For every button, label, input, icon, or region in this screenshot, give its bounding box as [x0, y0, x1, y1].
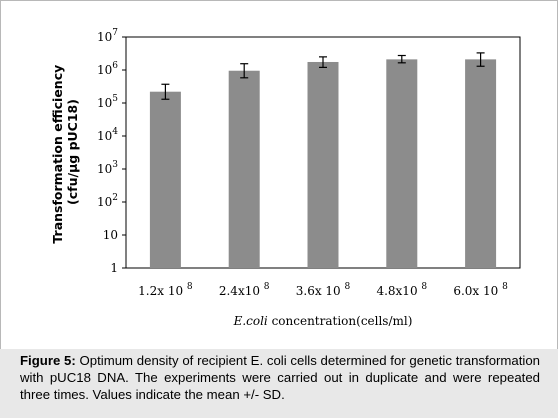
y-tick-label-exponent: 5: [112, 94, 118, 104]
y-tick-label: 104: [97, 127, 118, 143]
x-axis-label-italic: E.coli: [233, 314, 268, 328]
bars-group: [149, 59, 497, 269]
x-axis: 1.2x 10 8 2.4x10 8 3.6x 10 8 4.8x10 8 6.0x 1…: [138, 282, 508, 298]
bar: [307, 61, 339, 269]
error-bar: [397, 54, 406, 64]
y-tick-label: 102: [97, 193, 118, 209]
y-tick-label: 106: [97, 61, 118, 77]
error-bar: [476, 52, 485, 67]
error-bar: [319, 56, 327, 68]
x-tick-label-base: 1.2x 10: [138, 284, 187, 298]
x-tick-label-exponent: 8: [421, 282, 427, 292]
x-axis-label: E.coli concentration(cells/ml): [233, 314, 413, 328]
x-tick-label: 4.8x10 8: [376, 282, 427, 298]
x-tick-label-base: 6.0x 10: [453, 284, 502, 298]
error-bar: [240, 63, 249, 79]
bar: [465, 59, 497, 269]
y-tick-label-base: 10: [97, 96, 112, 110]
figure-caption: Figure 5: Optimum density of recipient E…: [0, 349, 558, 418]
y-tick-label-base: 1: [110, 261, 118, 275]
bar: [228, 70, 260, 268]
y-tick-label: 105: [97, 94, 118, 110]
bar: [149, 91, 181, 269]
x-tick-label: 3.6x 10 8: [296, 282, 351, 298]
bar: [386, 59, 418, 269]
x-tick-label: 1.2x 10 8: [138, 282, 193, 298]
x-tick-label-exponent: 8: [187, 282, 193, 292]
error-bars-group: [161, 52, 485, 100]
y-tick-label-base: 10: [103, 228, 118, 242]
x-tick-label-base: 3.6x 10: [296, 284, 345, 298]
y-tick-label-exponent: 7: [112, 28, 118, 38]
y-tick-label-base: 10: [97, 162, 112, 176]
y-tick-label-base: 10: [97, 63, 112, 77]
y-tick-label-exponent: 2: [112, 193, 118, 203]
y-tick-label: 10: [103, 228, 118, 242]
error-bar: [161, 83, 170, 100]
caption-label: Figure 5:: [20, 353, 76, 368]
x-tick-label-exponent: 8: [502, 282, 508, 292]
caption-text: Optimum density of recipient E. coli cel…: [20, 353, 540, 402]
y-tick-label-exponent: 4: [112, 127, 118, 137]
y-tick-label-base: 10: [97, 129, 112, 143]
y-tick-label: 103: [97, 160, 118, 176]
y-tick-label: 107: [97, 28, 118, 44]
x-tick-label: 6.0x 10 8: [453, 282, 508, 298]
x-axis-label-rest: concentration(cells/ml): [268, 314, 413, 328]
y-tick-label-base: 10: [97, 30, 112, 44]
y-tick-label-exponent: 6: [112, 61, 118, 71]
x-tick-label-base: 4.8x10: [376, 284, 421, 298]
x-tick-label-exponent: 8: [345, 282, 351, 292]
y-tick-label-base: 10: [97, 195, 112, 209]
y-axis-label: Transformation efficiency (cfu/μg pUC18): [50, 60, 80, 243]
y-tick-label-exponent: 3: [112, 160, 118, 170]
y-axis-label-line2: (cfu/μg pUC18): [65, 99, 80, 205]
y-tick-label: 1: [110, 261, 118, 275]
x-tick-label: 2.4x10 8: [219, 282, 270, 298]
y-axis-label-line1: Transformation efficiency: [50, 65, 65, 244]
x-tick-label-exponent: 8: [264, 282, 270, 292]
x-tick-label-base: 2.4x10: [219, 284, 264, 298]
